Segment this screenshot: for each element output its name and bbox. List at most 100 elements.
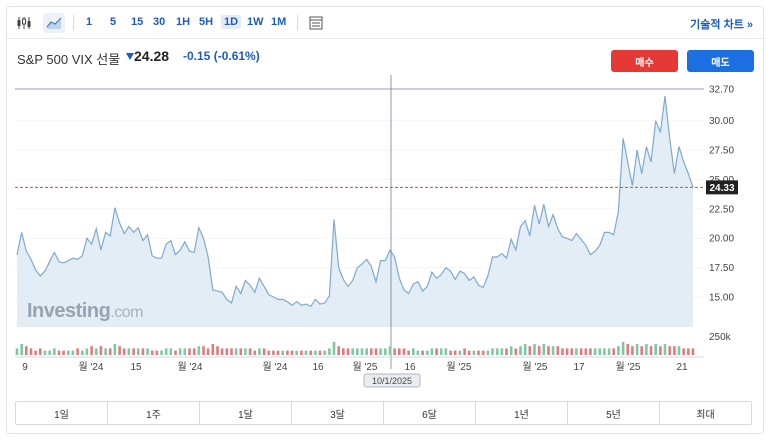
y-tick-label: 15.00: [709, 293, 734, 304]
volume-bar: [412, 348, 415, 355]
y-tick-label: 27.50: [709, 146, 734, 157]
period-3m[interactable]: 3달: [292, 402, 384, 424]
candlestick-icon[interactable]: [13, 13, 35, 33]
volume-bar: [481, 350, 485, 355]
toolbar-divider: [297, 15, 298, 31]
volume-bar: [304, 350, 308, 355]
x-tick-label: 9: [22, 362, 28, 373]
timeframe-5h[interactable]: 5H: [199, 16, 214, 28]
volume-bar: [603, 348, 606, 355]
buy-button[interactable]: 매수: [611, 50, 678, 72]
crosshair-date-text: 10/1/2025: [372, 376, 412, 386]
x-tick-label: 21: [676, 362, 688, 373]
timeframe-1h[interactable]: 1H: [176, 16, 191, 28]
timeframe-1m[interactable]: 1M: [271, 16, 287, 28]
volume-bar: [612, 348, 615, 355]
volume-bar: [635, 344, 639, 355]
indicators-icon[interactable]: [305, 13, 327, 33]
x-tick-label: 월 '25: [352, 361, 377, 373]
x-tick-label: 16: [312, 362, 324, 373]
volume-bar: [39, 348, 42, 355]
volume-bar: [453, 350, 457, 355]
volume-bar: [649, 346, 653, 355]
volume-bar: [43, 350, 47, 355]
chart-widget: 1 5 15 30 1H 5H 1D 1W 1M 기술적 차트 » S&P 50…: [6, 6, 764, 434]
crosshair-date-label: 10/1/2025: [363, 373, 421, 388]
volume-bar: [34, 350, 37, 355]
volume-bar: [216, 346, 219, 355]
volume-bar: [192, 348, 196, 355]
sell-button[interactable]: 매도: [687, 50, 754, 72]
volume-bar: [570, 348, 574, 355]
volume-bar: [575, 348, 578, 355]
volume-bar: [20, 344, 23, 355]
period-selector: 1일 1주 1달 3달 6달 1년 5년 최대: [15, 401, 752, 425]
price-area: [17, 96, 693, 327]
volume-bar: [328, 348, 331, 355]
volume-bar: [272, 350, 275, 355]
volume-bar: [202, 346, 205, 355]
volume-bar: [523, 344, 527, 355]
volume-bar: [351, 348, 354, 355]
volume-bar: [141, 348, 145, 355]
volume-bar: [533, 344, 536, 355]
volume-bar: [663, 344, 667, 355]
volume-bar: [393, 348, 396, 355]
volume-bar: [435, 348, 438, 355]
volume-bar: [206, 348, 210, 355]
x-tick-label: 월 '24: [262, 361, 287, 373]
volume-bar: [53, 348, 56, 355]
volume-bar: [579, 348, 583, 355]
volume-bar: [384, 348, 387, 355]
price-chart[interactable]: 32.7030.0027.5025.0022.5020.0017.5015.00…: [7, 7, 763, 433]
volume-bar: [491, 348, 494, 355]
y-tick-label: 22.50: [709, 204, 734, 215]
y-tick-label: 17.50: [709, 263, 734, 274]
volume-bar: [439, 348, 443, 355]
x-tick-label: 월 '24: [177, 361, 202, 373]
volume-bar: [584, 348, 588, 355]
volume-bar: [416, 350, 420, 355]
timeframe-15[interactable]: 15: [131, 16, 144, 28]
volume-bar: [514, 348, 518, 355]
volume-bar: [295, 350, 298, 355]
timeframe-1d[interactable]: 1D: [221, 15, 242, 29]
volume-bar: [127, 348, 131, 355]
price-change: -0.15 (-0.61%): [183, 49, 260, 63]
x-tick-label: 17: [573, 362, 585, 373]
period-max[interactable]: 최대: [696, 409, 715, 421]
timeframe-1[interactable]: 1: [86, 16, 93, 28]
volume-bar: [626, 344, 629, 355]
period-6m[interactable]: 6달: [384, 402, 476, 424]
volume-bar: [183, 348, 187, 355]
volume-bar: [528, 346, 532, 355]
volume-bar: [160, 350, 163, 355]
volume-bar: [407, 350, 410, 355]
period-5y[interactable]: 5년: [568, 402, 660, 424]
technical-chart-link[interactable]: 기술적 차트 »: [690, 19, 753, 31]
y-tick-label: 32.70: [709, 85, 734, 96]
period-1w[interactable]: 1주: [108, 402, 200, 424]
volume-bar: [57, 350, 61, 355]
timeframe-30[interactable]: 30: [153, 16, 166, 28]
volume-bar: [71, 350, 75, 355]
period-1y[interactable]: 1년: [476, 402, 568, 424]
volume-bar: [654, 344, 657, 355]
x-tick-label: 월 '25: [446, 361, 471, 373]
volume-bar: [150, 350, 154, 355]
volume-bar: [85, 348, 89, 355]
period-1m[interactable]: 1달: [200, 402, 292, 424]
volume-bar: [640, 346, 643, 355]
last-price: 24.28: [134, 48, 170, 64]
volume-bar: [495, 348, 499, 355]
change-percent: (-0.61%): [213, 49, 260, 63]
period-1d[interactable]: 1일: [16, 402, 108, 424]
area-chart-icon[interactable]: [43, 13, 65, 33]
volume-bar: [197, 346, 201, 355]
volume-bar: [211, 344, 215, 355]
timeframe-1w[interactable]: 1W: [247, 16, 264, 28]
volume-bar: [132, 348, 135, 355]
timeframe-5[interactable]: 5: [110, 16, 117, 28]
volume-bar: [561, 348, 564, 355]
volume-bar: [565, 348, 569, 355]
